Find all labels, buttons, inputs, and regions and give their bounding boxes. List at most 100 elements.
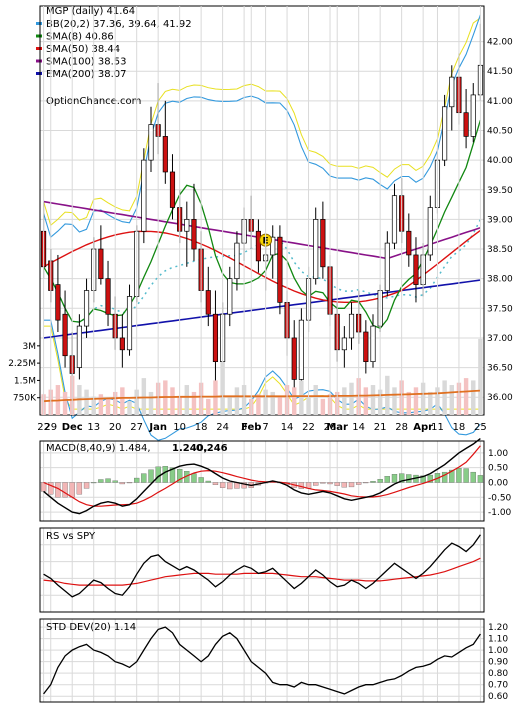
x-tick-label: 18: [453, 422, 466, 433]
std-tick-label: 1.00: [488, 646, 508, 656]
candle: [191, 219, 197, 250]
candle: [277, 236, 283, 303]
volume-bar: [428, 391, 433, 415]
volume-bar: [141, 378, 147, 415]
macd-histogram-bar: [155, 466, 161, 483]
volume-bar: [270, 391, 275, 415]
price-tick-label: 41.00: [487, 97, 513, 107]
candle: [234, 242, 240, 280]
macd-line: [43, 438, 481, 515]
candle: [119, 337, 125, 351]
volume-bar: [191, 391, 197, 415]
x-tick-label: Jan: [148, 422, 167, 433]
macd-histogram-bar: [420, 475, 426, 483]
macd-histogram-bar: [327, 482, 333, 485]
volume-bar: [184, 385, 190, 415]
macd-signal-line: [43, 445, 481, 507]
candle: [227, 278, 233, 315]
x-tick-label: 7: [262, 422, 268, 433]
rs-line: [43, 534, 481, 598]
candle: [169, 171, 176, 208]
macd-histogram-bar: [356, 482, 362, 485]
macd-signal-value: 1.240,: [172, 443, 207, 454]
macd-histogram-bar: [134, 477, 140, 483]
candle: [384, 242, 390, 291]
candle: [126, 296, 133, 351]
macd-histogram-bar: [83, 482, 90, 489]
macd-histogram-bar: [384, 476, 390, 483]
macd-histogram-bar: [334, 482, 340, 486]
candle: [148, 124, 154, 161]
x-tick-label: 14: [352, 422, 365, 433]
macd-histogram-bar: [40, 482, 47, 492]
candle: [463, 112, 469, 137]
macd-histogram-bar: [227, 482, 233, 490]
std-tick-label: 0.70: [488, 681, 508, 691]
volume-bar: [363, 387, 369, 415]
macd-tick-label: -1.00: [488, 508, 512, 518]
x-tick-label: 18: [195, 422, 208, 433]
candle: [341, 337, 347, 351]
candle: [449, 76, 455, 108]
macd-histogram-bar: [162, 466, 168, 483]
std-tick-label: 0.60: [488, 692, 508, 702]
macd-histogram-bar: [48, 482, 54, 495]
x-tick-label: 27: [130, 422, 143, 433]
rs-label: RS vs SPY: [46, 531, 96, 542]
legend-label: SMA(8) 40.86: [46, 32, 114, 43]
macd-histogram-bar: [76, 482, 83, 495]
macd-histogram-bar: [348, 482, 355, 488]
macd-histogram-bar: [169, 467, 176, 483]
price-tick-label: 37.50: [487, 304, 513, 314]
x-tick-label: Feb: [241, 422, 261, 433]
candle: [413, 254, 419, 285]
candle: [255, 230, 261, 262]
macd-histogram-bar: [470, 471, 476, 483]
candle: [320, 219, 326, 268]
macd-histogram-bar: [320, 482, 326, 484]
x-tick-label: 28: [324, 422, 337, 433]
x-tick-label: 13: [87, 422, 100, 433]
macd-histogram-bar: [477, 475, 484, 483]
x-tick-label: 25: [474, 422, 487, 433]
volume-bar: [463, 378, 469, 415]
price-tick-label: 40.50: [487, 126, 513, 136]
macd-histogram-bar: [370, 481, 376, 483]
volume-bar: [62, 391, 68, 415]
volume-tick-label: 1.5M: [14, 376, 36, 386]
volume-bar: [413, 387, 419, 415]
macd-histogram-bar: [91, 482, 97, 484]
price-tick-label: 39.50: [487, 186, 513, 196]
volume-bar: [127, 401, 132, 415]
macd-histogram-bar: [141, 473, 147, 483]
macd-histogram-bar: [219, 482, 226, 488]
macd-tick-label: -0.50: [488, 493, 512, 503]
std-tick-label: 1.10: [488, 635, 508, 645]
x-tick-label: 24: [216, 422, 229, 433]
macd-histogram-bar: [398, 473, 405, 483]
price-tick-label: 36.50: [487, 364, 513, 374]
macd-histogram-bar: [69, 482, 75, 498]
price-tick-label: 41.50: [487, 67, 513, 77]
candle: [98, 248, 104, 280]
std-dev-line: [43, 626, 481, 695]
candle: [391, 195, 398, 244]
volume-bar: [392, 387, 397, 415]
volume-bar: [213, 380, 218, 415]
sma50-line: [43, 229, 481, 303]
macd-tick-label: 1.00: [488, 449, 508, 459]
macd-histogram-bar: [112, 480, 118, 483]
volume-bar: [349, 382, 354, 415]
legend-label: SMA(50) 38.44: [46, 44, 120, 55]
x-tick-label: Apr: [413, 422, 433, 433]
candle: [105, 278, 111, 315]
macd-histogram-bar: [313, 482, 319, 486]
macd-hist-value: 0.246: [196, 443, 228, 454]
candle: [83, 290, 90, 327]
volume-tick-label: 3M: [23, 342, 37, 352]
legend-label: EMA(200) 38.07: [46, 69, 126, 80]
candle: [141, 159, 147, 232]
macd-histogram-bar: [198, 477, 204, 483]
x-tick-label: 22: [37, 422, 50, 433]
